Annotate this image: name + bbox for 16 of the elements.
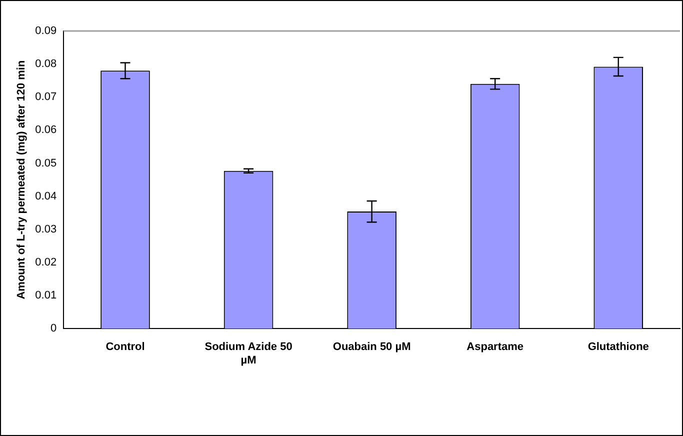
y-tick-label: 0.08	[35, 58, 57, 70]
y-tick-label: 0.02	[35, 256, 57, 268]
y-tick-label: 0.09	[35, 25, 57, 38]
x-tick-label: Glutathione	[588, 341, 649, 354]
y-tick-label: 0.04	[35, 190, 57, 202]
y-tick-label: 0.01	[35, 290, 57, 302]
y-axis-title: Amount of L-try permeated (mg) after 120 min	[16, 60, 28, 300]
x-tick-label: Sodium Azide 50 µM	[204, 341, 292, 366]
y-tick-label: 0.06	[35, 124, 57, 136]
y-tick-label: 0.05	[35, 157, 57, 170]
x-tick-label: Aspartame	[466, 341, 524, 354]
x-tick-label: Ouabain 50 µM	[332, 341, 411, 354]
y-tick-label: 0.07	[35, 91, 57, 104]
y-tick-label: 0.03	[35, 223, 57, 236]
x-tick-label: Control	[106, 341, 145, 354]
y-tick-label: 0	[50, 322, 57, 335]
